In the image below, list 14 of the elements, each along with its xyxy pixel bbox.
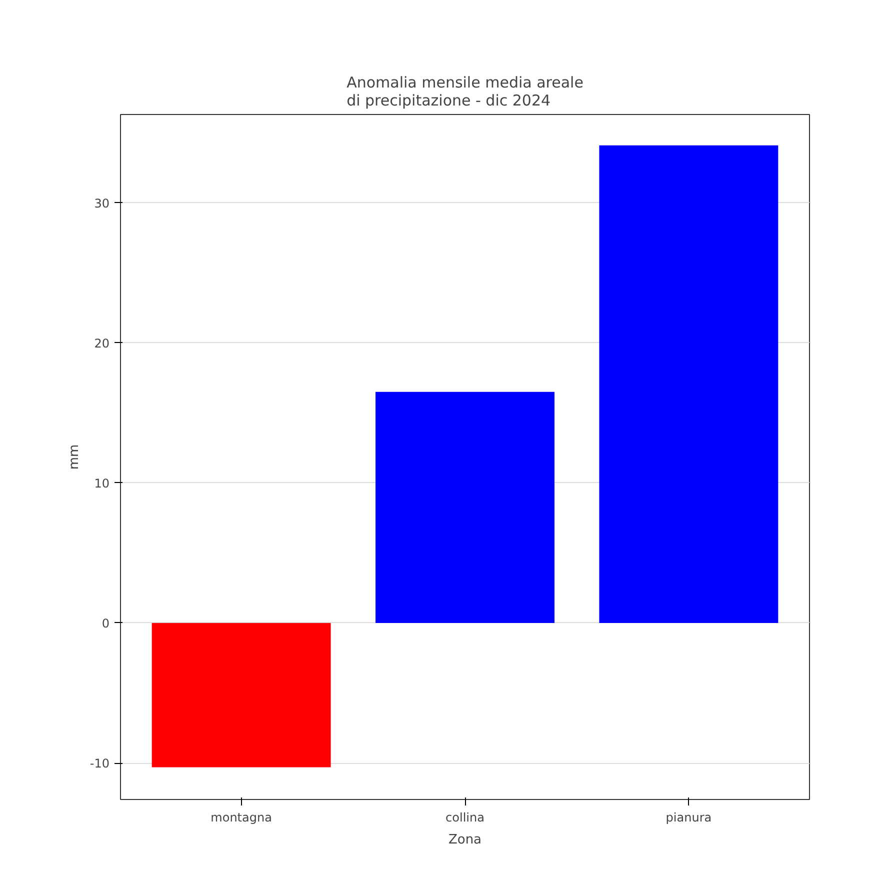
y-tick-label: -10 [90,756,110,771]
x-axis-title: Zona [448,832,482,848]
y-tick-label: 30 [94,196,110,210]
bar [376,392,554,623]
y-axis-title: mm [66,444,82,470]
x-tick-label: montagna [210,810,272,824]
chart-title: Anomalia mensile media areale di precipitazione - dic 2024 [346,74,584,110]
x-tick-label: pianura [666,810,712,824]
x-tick-label: collina [446,810,484,824]
bar [599,145,778,623]
bar [152,622,331,768]
y-tick-label: 10 [94,476,110,490]
y-tick-label: 0 [102,616,110,630]
y-tick-label: 20 [94,336,110,350]
